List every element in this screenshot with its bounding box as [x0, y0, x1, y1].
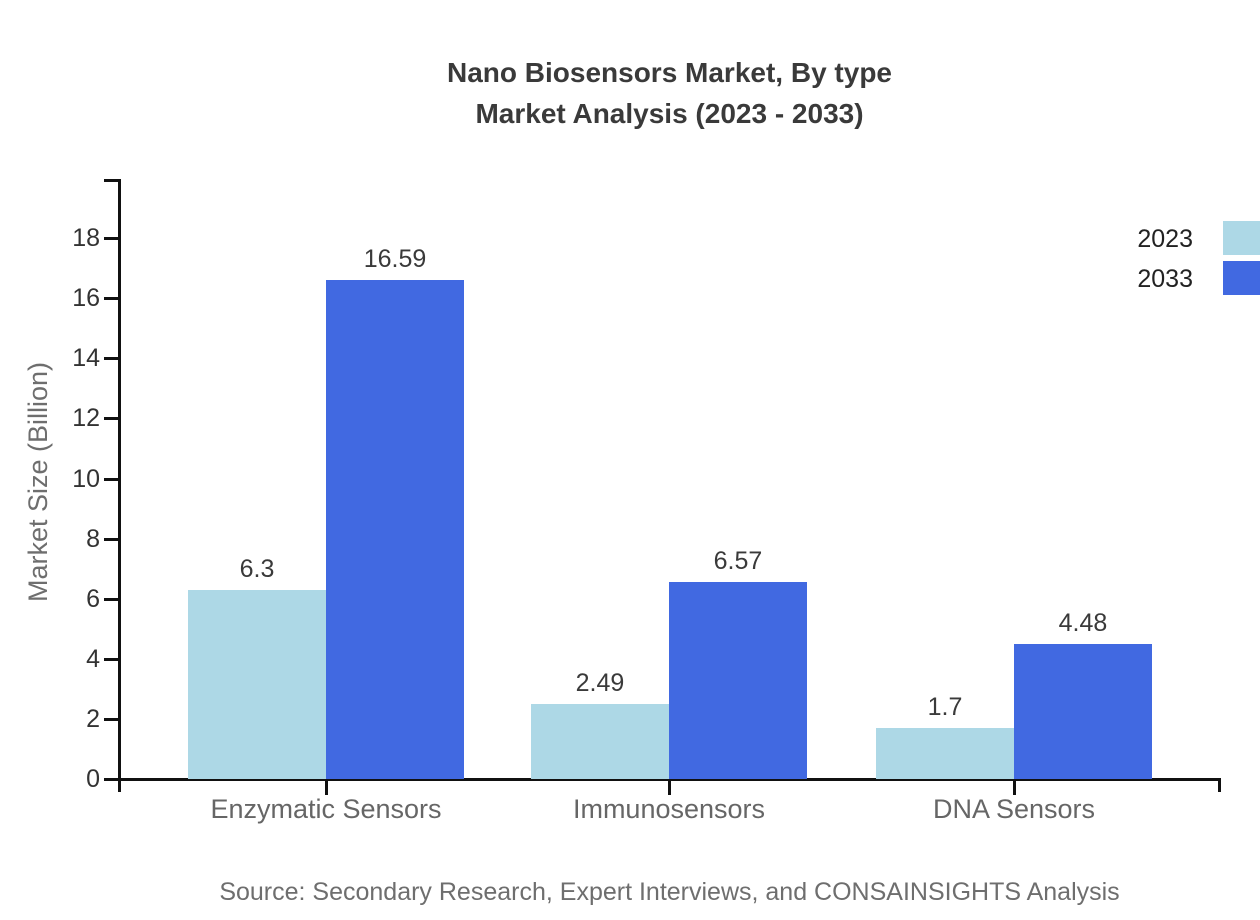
legend-label-2033: 2033	[1137, 265, 1193, 293]
bar-value-label: 6.57	[713, 547, 763, 575]
chart-title-line2: Market Analysis (2023 - 2033)	[475, 98, 864, 129]
y-tick-label: 14	[72, 344, 100, 373]
x-axis-end-cap	[1218, 778, 1221, 792]
x-category-label: Enzymatic Sensors	[210, 794, 442, 824]
y-tick-label: 8	[86, 524, 100, 553]
source-attribution: Source: Secondary Research, Expert Inter…	[219, 878, 1120, 906]
bar-2033-2	[1014, 644, 1152, 779]
bar-value-label: 16.59	[363, 245, 427, 273]
bar-2023-0	[188, 590, 326, 779]
y-tick-label: 10	[72, 464, 100, 493]
bar-2033-0	[326, 280, 464, 779]
y-tick-label: 6	[86, 584, 100, 613]
y-tick-mark	[104, 237, 118, 241]
legend-swatch-2023	[1223, 221, 1260, 255]
y-tick-mark	[104, 357, 118, 361]
x-category-label: Immunosensors	[572, 794, 766, 824]
legend-label-2023: 2023	[1137, 225, 1193, 253]
x-axis-spine	[118, 778, 1221, 781]
y-tick-label: 4	[86, 644, 100, 673]
bar-value-label: 1.7	[927, 693, 963, 721]
chart-title: Nano Biosensors Market, By type Market A…	[118, 52, 1221, 134]
y-tick-mark	[104, 477, 118, 481]
y-axis-end-cap	[104, 179, 118, 182]
bar-2033-1	[669, 582, 807, 779]
bar-2023-2	[876, 728, 1014, 779]
chart-title-line1: Nano Biosensors Market, By type	[446, 57, 893, 88]
x-tick-mark	[668, 781, 671, 795]
bar-value-label: 2.49	[575, 669, 625, 697]
y-tick-mark	[104, 537, 118, 541]
bar-value-label: 6.3	[239, 555, 275, 583]
legend-swatch-2033	[1223, 261, 1260, 295]
bar-value-label: 4.48	[1058, 609, 1108, 637]
y-tick-label: 18	[72, 224, 100, 253]
y-tick-mark	[104, 778, 118, 781]
y-axis-spine	[118, 179, 121, 792]
bar-2023-1	[531, 704, 669, 779]
x-category-label: DNA Sensors	[932, 794, 1096, 824]
y-tick-mark	[104, 417, 118, 421]
x-tick-mark	[325, 781, 328, 795]
y-tick-mark	[104, 597, 118, 601]
y-tick-mark	[104, 297, 118, 301]
x-tick-mark	[1013, 781, 1016, 795]
y-tick-label: 2	[86, 704, 100, 733]
y-tick-label: 16	[72, 284, 100, 313]
y-tick-label: 12	[72, 404, 100, 433]
y-tick-mark	[104, 657, 118, 661]
y-tick-label: 0	[86, 765, 100, 793]
y-tick-mark	[104, 717, 118, 721]
